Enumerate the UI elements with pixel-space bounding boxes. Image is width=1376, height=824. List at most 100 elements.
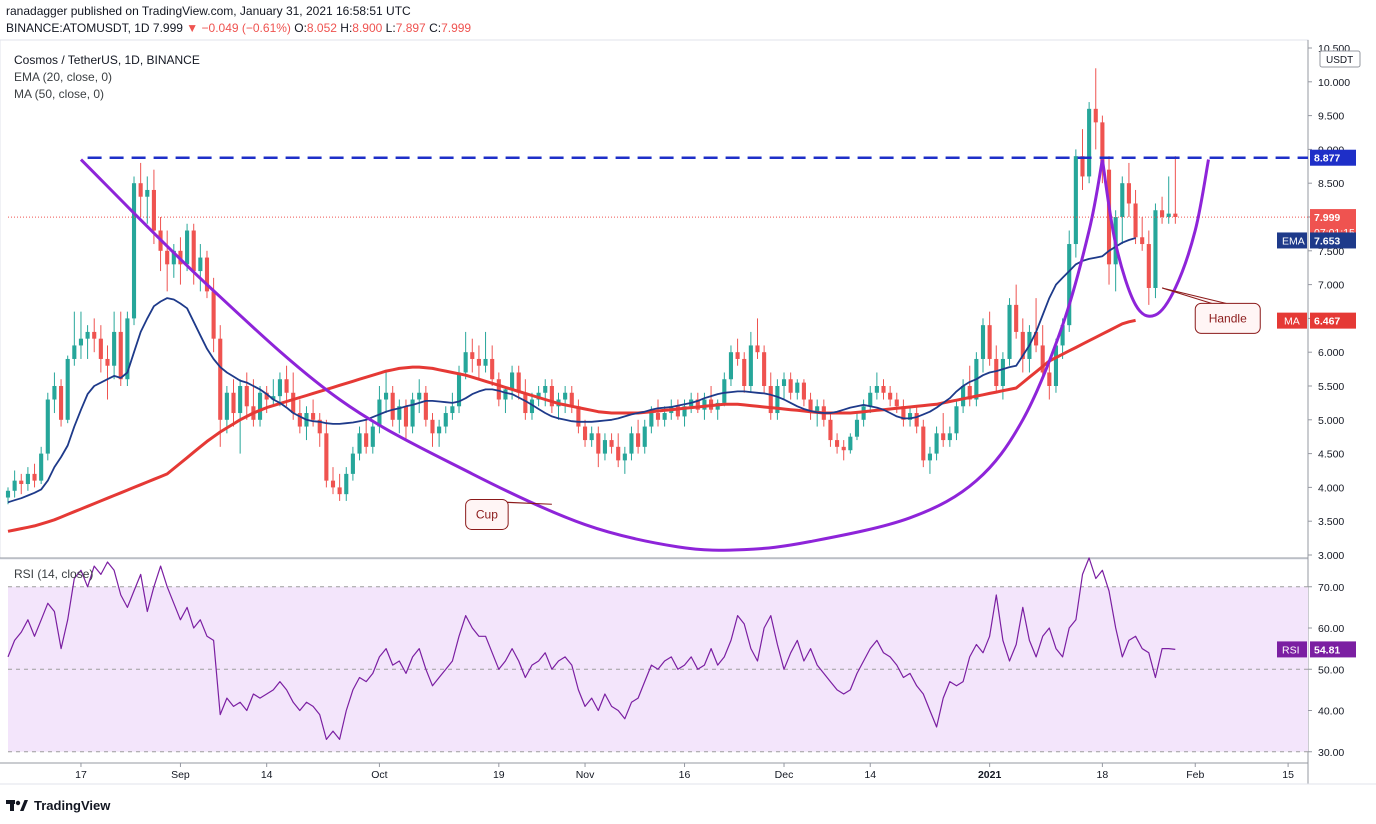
candle-body: [204, 257, 210, 292]
candle-body: [72, 345, 77, 359]
ema-tag-text: EMA: [1282, 235, 1305, 247]
time-tick-label: 14: [864, 769, 876, 781]
annotation-box: [465, 498, 509, 530]
rsi-tick-label: 40.00: [1318, 706, 1344, 718]
price-tick-label: 5.500: [1318, 381, 1344, 393]
candle-body: [881, 386, 886, 393]
candle-body: [125, 318, 130, 380]
candle-body: [1146, 244, 1151, 288]
candle-body: [1140, 237, 1145, 245]
candle-body: [854, 419, 860, 437]
candle-body: [907, 413, 913, 420]
candle-body: [848, 436, 853, 451]
candle-body: [397, 406, 402, 420]
rsi-value-badge: [1310, 641, 1356, 658]
candle-body: [85, 331, 90, 339]
candle-body: [145, 189, 150, 197]
candle-body: [695, 399, 700, 410]
rsi-tick-label: 60.00: [1318, 623, 1344, 635]
close-label: C:: [429, 21, 442, 35]
candle-body: [742, 358, 747, 386]
price-tick-label: 3.000: [1318, 550, 1344, 562]
candle-body: [1040, 345, 1045, 373]
ma50-line: [7, 318, 1136, 533]
currency-label: USDT: [1326, 55, 1353, 66]
time-tick-label: 19: [493, 769, 505, 781]
candle-body: [118, 331, 123, 380]
candle-body: [1014, 304, 1019, 332]
high-label: H:: [340, 21, 353, 35]
change-text: ▼ −0.049 (−0.61%): [186, 21, 291, 35]
candle-body: [463, 352, 468, 373]
high-value: 8.900: [352, 21, 383, 35]
candle-body: [987, 325, 992, 359]
candle-body: [675, 406, 680, 417]
price-tick-label: 10.000: [1318, 77, 1350, 89]
candle-body: [510, 372, 515, 390]
candle-body: [211, 291, 216, 339]
symbol-ohlc-line: BINANCE:ATOMUSDT, 1D 7.999 ▼ −0.049 (−0.…: [6, 21, 471, 35]
candle-body: [576, 406, 581, 427]
candle-body: [642, 426, 647, 447]
candle-body: [370, 426, 375, 447]
candle-body: [563, 392, 568, 400]
time-tick-label: 2021: [978, 769, 1002, 781]
handle-curve: [1100, 159, 1210, 318]
candle-body: [32, 473, 37, 481]
candle-body: [835, 440, 840, 447]
time-tick-label: 17: [75, 769, 87, 781]
candle-body: [198, 257, 203, 272]
candle-body: [112, 331, 117, 366]
candle-body: [5, 490, 11, 498]
candle-body: [1060, 325, 1065, 346]
rsi-tick-label: 70.00: [1318, 582, 1344, 594]
currency-box: [1319, 50, 1361, 68]
last-price-badge-text: 7.999: [1314, 212, 1340, 224]
candle-body: [330, 480, 336, 488]
rsi-value-badge-text: 54.81: [1314, 644, 1340, 656]
candle-body: [45, 399, 50, 454]
price-tick-label: 7.500: [1318, 246, 1344, 258]
candle-body: [980, 325, 986, 359]
candle-body: [476, 358, 481, 366]
candle-body: [841, 446, 846, 451]
candle-body: [490, 358, 495, 380]
open-value: 8.052: [306, 21, 337, 35]
candle-body: [52, 386, 57, 400]
rsi-legend[interactable]: RSI (14, close): [14, 567, 94, 581]
tradingview-logo-text: TradingView: [34, 797, 111, 813]
price-tick-label: 4.500: [1318, 449, 1344, 461]
candle-body: [655, 413, 661, 420]
symbol-label[interactable]: BINANCE:ATOMUSDT, 1D: [6, 21, 150, 35]
ema-tag-badge: [1277, 232, 1307, 249]
candle-body: [496, 379, 501, 400]
candle-body: [344, 473, 349, 495]
low-label: L:: [385, 21, 396, 35]
candle-body: [231, 392, 236, 414]
candle-body: [138, 183, 143, 197]
candle-body: [483, 358, 488, 366]
chart-legend-title[interactable]: Cosmos / TetherUS, 1D, BINANCE: [14, 53, 200, 67]
candle-body: [297, 413, 302, 427]
candle-body: [569, 392, 574, 407]
ema-legend[interactable]: EMA (20, close, 0): [14, 70, 113, 84]
ma-legend[interactable]: MA (50, close, 0): [14, 87, 105, 101]
candle-body: [1093, 108, 1098, 123]
candle-body: [728, 352, 734, 380]
ema-value-badge-text: 7.653: [1314, 235, 1340, 247]
candle-body: [1100, 122, 1105, 170]
candle-body: [1007, 304, 1012, 359]
candle-body: [748, 345, 753, 386]
candle-body: [364, 433, 369, 447]
ma-value-badge-text: 6.467: [1314, 316, 1340, 328]
candle-body: [277, 379, 282, 397]
candle-body: [1067, 244, 1072, 326]
tradingview-logo[interactable]: TradingView: [6, 797, 110, 813]
candle-body: [722, 379, 727, 403]
candle-body: [649, 413, 654, 427]
last-price-text: 7.999: [152, 21, 183, 35]
price-tick-label: 8.500: [1318, 178, 1344, 190]
candle-body: [609, 440, 614, 447]
candle-body: [337, 487, 342, 495]
